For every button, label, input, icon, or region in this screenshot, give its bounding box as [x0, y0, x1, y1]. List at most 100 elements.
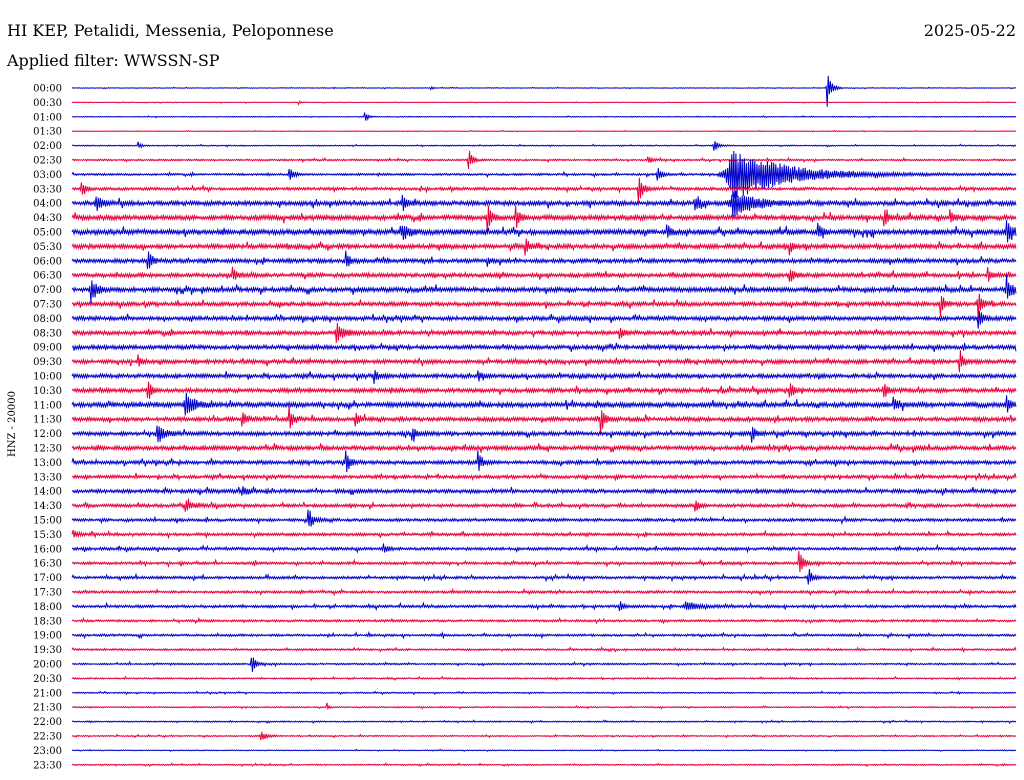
time-tick-label: 00:00	[33, 84, 62, 95]
time-tick-label: 04:30	[33, 213, 62, 224]
time-tick-labels: 00:00 00:30 01:00 01:30 02:00 02:30 03:00 03:30…	[33, 84, 62, 772]
trace-line	[71, 425, 1017, 443]
time-tick-label: 01:00	[33, 112, 62, 123]
station-title: HI KEP, Petalidi, Messenia, Peloponnese	[7, 21, 334, 40]
time-tick-label: 00:30	[33, 98, 62, 109]
time-tick-label: 10:30	[33, 386, 62, 397]
time-tick-label: 03:00	[33, 170, 62, 181]
time-tick-label: 05:00	[33, 228, 62, 239]
trace-line	[71, 587, 1017, 597]
trace-line	[71, 529, 1017, 540]
time-tick-label: 19:30	[33, 645, 62, 656]
trace-line	[71, 601, 1017, 612]
trace-line	[71, 486, 1017, 496]
time-tick-label: 08:00	[33, 314, 62, 325]
trace-line	[71, 150, 1017, 169]
trace-line	[71, 702, 1017, 711]
filter-label: Applied filter: WWSSN-SP	[6, 51, 220, 70]
time-tick-label: 12:30	[33, 444, 62, 455]
trace-line	[71, 748, 1017, 753]
trace-line	[71, 369, 1017, 384]
trace-line	[71, 191, 1017, 217]
trace-line	[71, 471, 1017, 482]
time-tick-label: 14:30	[33, 501, 62, 512]
trace-line	[71, 630, 1017, 640]
trace-line	[71, 100, 1017, 106]
time-tick-label: 20:00	[33, 660, 62, 671]
time-tick-label: 16:00	[33, 544, 62, 555]
trace-line	[71, 498, 1017, 512]
trace-line	[71, 675, 1017, 682]
trace-line	[71, 551, 1017, 573]
trace-line	[71, 646, 1017, 654]
time-tick-label: 02:00	[33, 141, 62, 152]
time-tick-label: 11:30	[33, 415, 62, 426]
time-tick-label: 17:00	[33, 573, 62, 584]
trace-line	[71, 690, 1017, 696]
trace-line	[71, 719, 1017, 725]
time-tick-label: 02:30	[33, 156, 62, 167]
trace-line	[71, 129, 1017, 133]
y-axis-label: HNZ - 20000	[7, 391, 18, 457]
time-tick-label: 22:00	[33, 717, 62, 728]
trace-line	[71, 238, 1017, 256]
trace-line	[71, 177, 1017, 203]
time-tick-label: 09:30	[33, 357, 62, 368]
time-tick-label: 07:00	[33, 285, 62, 296]
trace-line	[71, 310, 1017, 329]
time-tick-label: 23:30	[33, 760, 62, 771]
trace-line	[71, 322, 1017, 343]
time-tick-label: 03:30	[33, 184, 62, 195]
trace-line	[71, 731, 1017, 741]
plot-date: 2025-05-22	[924, 21, 1016, 40]
time-tick-label: 06:30	[33, 271, 62, 282]
time-tick-label: 08:30	[33, 328, 62, 339]
trace-line	[71, 75, 1017, 107]
trace-line	[71, 350, 1017, 373]
time-tick-label: 19:00	[33, 631, 62, 642]
trace-line	[71, 381, 1017, 400]
trace-line	[71, 405, 1017, 435]
time-tick-label: 18:30	[33, 616, 62, 627]
trace-line	[71, 509, 1017, 527]
trace-line	[71, 112, 1017, 122]
time-tick-label: 16:30	[33, 559, 62, 570]
time-tick-label: 12:00	[33, 429, 62, 440]
trace-line	[71, 141, 1017, 151]
trace-line	[71, 250, 1017, 270]
trace-line	[71, 543, 1017, 554]
trace-line	[71, 762, 1017, 768]
trace-line	[71, 568, 1017, 585]
time-tick-label: 23:00	[33, 746, 62, 757]
trace-line	[71, 266, 1017, 282]
time-tick-label: 06:00	[33, 256, 62, 267]
time-tick-label: 14:00	[33, 487, 62, 498]
time-tick-label: 04:00	[33, 199, 62, 210]
trace-line	[71, 392, 1017, 416]
time-tick-label: 17:30	[33, 588, 62, 599]
time-tick-label: 21:00	[33, 688, 62, 699]
time-tick-label: 21:30	[33, 703, 62, 714]
time-tick-label: 07:30	[33, 300, 62, 311]
trace-line	[71, 616, 1017, 625]
time-tick-label: 10:00	[33, 372, 62, 383]
trace-line	[71, 205, 1017, 235]
trace-line	[71, 150, 1017, 199]
time-tick-label: 13:00	[33, 458, 62, 469]
time-tick-label: 01:30	[33, 127, 62, 138]
time-tick-label: 22:30	[33, 732, 62, 743]
trace-line	[71, 293, 1017, 319]
time-tick-label: 18:00	[33, 602, 62, 613]
trace-line	[71, 450, 1017, 473]
trace-line	[71, 342, 1017, 352]
trace-line	[71, 657, 1017, 672]
time-tick-label: 13:30	[33, 472, 62, 483]
time-tick-label: 05:30	[33, 242, 62, 253]
time-tick-label: 09:00	[33, 343, 62, 354]
trace-line	[71, 220, 1017, 243]
trace-line	[71, 274, 1017, 304]
time-tick-label: 15:30	[33, 530, 62, 541]
time-tick-label: 15:00	[33, 516, 62, 527]
time-tick-label: 11:00	[33, 400, 62, 411]
